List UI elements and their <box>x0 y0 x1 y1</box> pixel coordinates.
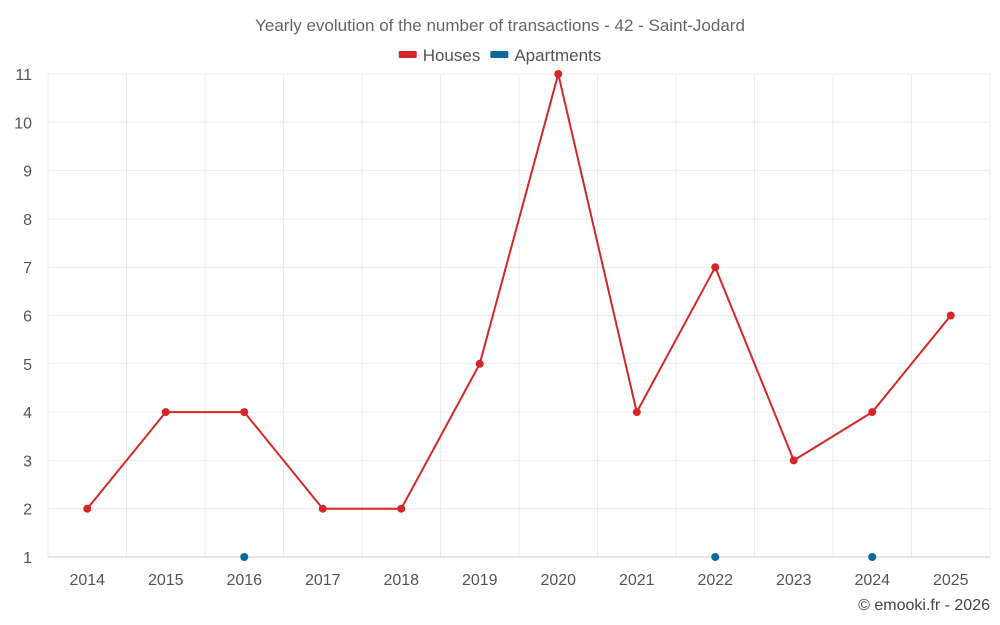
y-tick-label: 5 <box>23 357 32 374</box>
legend-swatch <box>398 51 417 58</box>
data-point-apartments <box>868 553 877 561</box>
data-point-houses <box>83 504 92 513</box>
legend: Houses Apartments <box>398 46 601 65</box>
data-point-houses <box>240 408 249 417</box>
y-tick-label: 8 <box>23 212 32 229</box>
series-layer <box>83 70 955 561</box>
y-axis: 1 2 3 4 5 6 7 8 9 10 11 <box>14 67 32 567</box>
series-line-houses <box>86 73 952 510</box>
y-tick-label: 10 <box>14 115 32 132</box>
data-point-houses <box>318 504 327 513</box>
data-point-houses <box>632 408 641 417</box>
x-tick-label: 2025 <box>933 572 969 589</box>
data-point-houses <box>711 263 720 272</box>
data-point-houses <box>789 456 798 465</box>
x-tick-label: 2019 <box>462 572 498 589</box>
x-tick-label: 2018 <box>383 572 419 589</box>
y-tick-label: 7 <box>23 260 32 277</box>
data-point-houses <box>868 408 877 417</box>
x-tick-label: 2015 <box>148 572 184 589</box>
grid <box>47 73 991 558</box>
x-tick-label: 2016 <box>226 572 262 589</box>
y-tick-label: 11 <box>15 67 32 84</box>
legend-label: Apartments <box>514 46 601 65</box>
legend-swatch <box>490 51 509 58</box>
y-tick-label: 3 <box>23 453 32 470</box>
chart-title: Yearly evolution of the number of transa… <box>255 16 745 35</box>
x-tick-label: 2022 <box>697 572 733 589</box>
y-tick-label: 6 <box>23 309 32 326</box>
y-tick-label: 4 <box>23 405 32 422</box>
data-point-houses <box>161 408 170 417</box>
data-point-apartments <box>240 553 249 561</box>
data-point-apartments <box>711 553 720 561</box>
x-tick-label: 2024 <box>854 572 890 589</box>
x-tick-label: 2023 <box>776 572 812 589</box>
y-tick-label: 9 <box>23 164 32 181</box>
data-point-houses <box>554 70 563 78</box>
x-axis: 2014 2015 2016 2017 2018 2019 2020 2021 2022 2023… <box>69 572 968 589</box>
x-tick-label: 2021 <box>619 572 655 589</box>
data-point-houses <box>946 311 955 320</box>
y-tick-label: 2 <box>23 502 32 519</box>
data-point-houses <box>397 504 406 513</box>
x-tick-label: 2017 <box>305 572 341 589</box>
x-tick-label: 2014 <box>69 572 105 589</box>
data-point-houses <box>475 359 484 368</box>
credit-text: © emooki.fr - 2026 <box>858 597 990 614</box>
y-tick-label: 1 <box>23 550 32 567</box>
legend-label: Houses <box>423 46 481 65</box>
x-tick-label: 2020 <box>540 572 576 589</box>
